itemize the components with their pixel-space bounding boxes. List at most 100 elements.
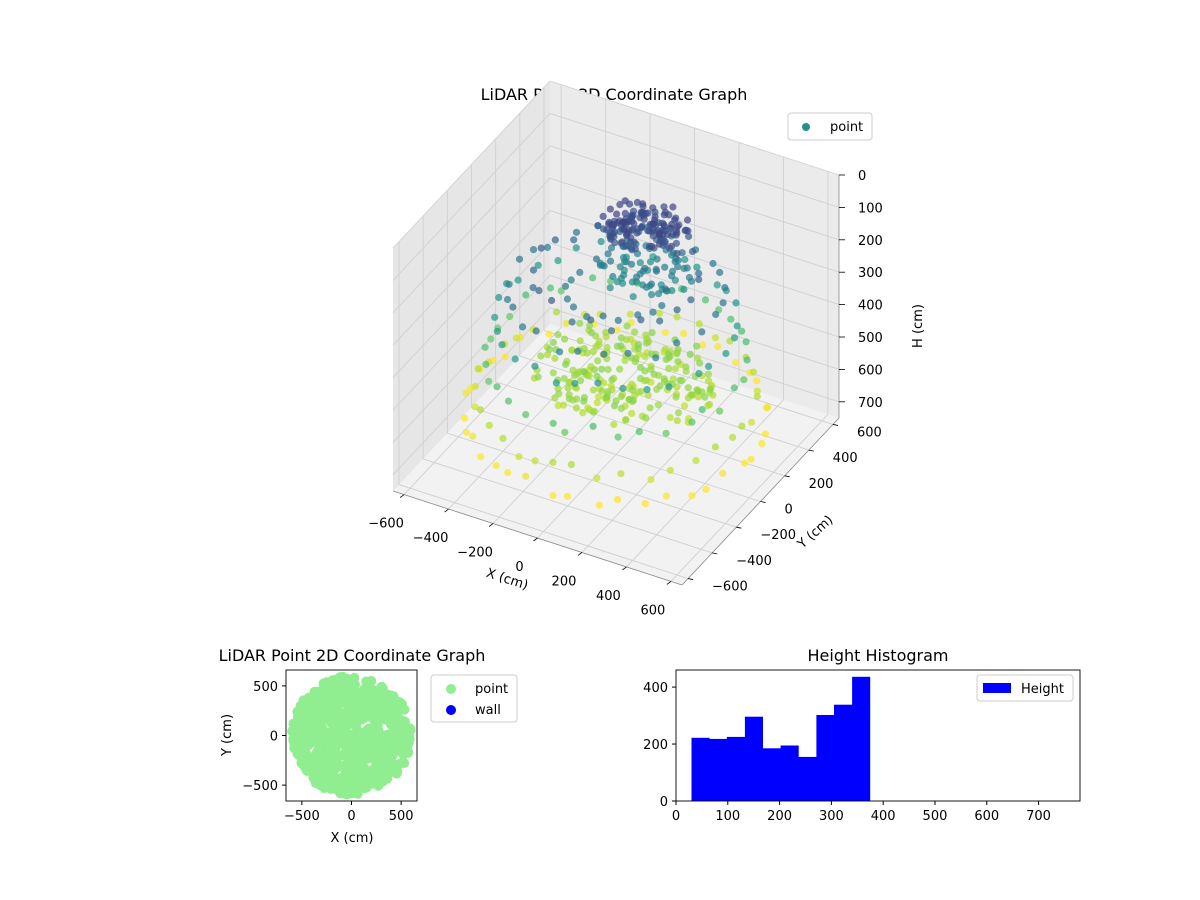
point-marker <box>593 372 601 380</box>
point-marker <box>699 341 707 349</box>
point-marker <box>617 392 625 401</box>
point-marker <box>368 764 379 775</box>
gridline-side-z <box>392 177 551 346</box>
histogram-bar <box>691 737 710 801</box>
histogram-frame <box>675 669 1081 802</box>
point-marker <box>340 716 351 727</box>
point-marker <box>705 362 713 370</box>
point-marker <box>639 200 647 208</box>
point-marker <box>701 393 709 401</box>
point-marker <box>716 407 724 415</box>
point-marker <box>648 291 656 299</box>
point-marker <box>627 260 636 268</box>
point-marker <box>656 309 664 317</box>
point-marker <box>761 430 770 438</box>
z-tick-label: 100 <box>858 201 883 216</box>
point-marker <box>655 290 663 298</box>
x-tick <box>488 523 494 527</box>
x-tick-label: 500 <box>389 809 414 824</box>
point-marker <box>662 429 670 437</box>
chart-2d-legend-point-label: point <box>475 682 508 697</box>
point-marker <box>387 727 398 738</box>
point-marker <box>688 247 697 256</box>
point-marker <box>595 501 604 509</box>
point-marker <box>331 754 342 765</box>
point-marker <box>319 699 330 710</box>
point-marker <box>545 345 554 353</box>
point-marker <box>363 726 374 736</box>
point-marker <box>753 392 761 400</box>
point-marker <box>469 432 477 440</box>
gridline-floor-y <box>447 432 737 528</box>
point-marker <box>471 403 479 411</box>
point-marker <box>576 268 584 276</box>
point-marker <box>356 747 367 758</box>
point-marker <box>515 255 524 263</box>
point-marker <box>567 276 575 284</box>
point-marker <box>727 315 735 323</box>
point-marker <box>613 342 622 350</box>
point-marker <box>616 365 624 373</box>
chart-2d-y-axis-label: Y (cm) <box>220 714 235 757</box>
point-marker <box>537 244 545 252</box>
point-marker <box>358 761 369 772</box>
y-tick-label: 600 <box>857 425 882 440</box>
point-marker <box>649 226 658 234</box>
y-tick <box>736 526 742 529</box>
point-marker <box>673 313 681 321</box>
chart-3d-z-axis-label: H (cm) <box>911 304 926 348</box>
point-marker <box>552 379 560 387</box>
point-marker <box>471 382 479 390</box>
point-marker <box>665 211 673 219</box>
point-marker <box>554 402 562 410</box>
point-marker <box>501 353 509 361</box>
point-marker <box>614 316 622 324</box>
point-marker <box>326 680 337 691</box>
point-marker <box>600 262 608 270</box>
point-marker <box>646 258 655 266</box>
point-marker <box>680 329 688 338</box>
gridline-back-z <box>549 274 840 370</box>
point-marker <box>565 395 573 403</box>
chart-2d-legend-wall-marker <box>446 705 456 715</box>
point-marker <box>747 455 755 463</box>
point-marker <box>570 371 579 380</box>
point-marker <box>682 367 690 375</box>
point-marker <box>730 384 738 392</box>
point-marker <box>741 459 749 467</box>
point-marker <box>548 296 556 305</box>
point-marker <box>764 403 772 411</box>
point-marker <box>570 236 578 244</box>
point-marker <box>748 418 756 426</box>
x-tick-label: −200 <box>457 546 493 561</box>
point-marker <box>589 408 597 416</box>
point-marker <box>462 428 470 436</box>
point-marker <box>576 337 584 345</box>
point-marker <box>579 409 587 417</box>
point-marker <box>310 778 321 789</box>
point-marker <box>665 364 673 373</box>
point-marker <box>673 222 682 231</box>
y-tick <box>784 475 790 478</box>
point-marker <box>505 280 513 288</box>
x-tick <box>666 581 672 585</box>
point-marker <box>662 355 670 363</box>
chart-3d-axes: −600 −400 −200 0 200 400 600 −600 −400 −200 0 200 40… <box>368 169 883 618</box>
point-marker <box>328 694 339 705</box>
point-marker <box>474 365 482 373</box>
point-marker <box>711 334 720 342</box>
point-marker <box>293 711 303 722</box>
point-marker <box>620 271 628 279</box>
point-marker <box>364 747 374 758</box>
point-marker <box>655 240 664 248</box>
point-marker <box>571 379 579 388</box>
x-tick-label: 200 <box>552 574 577 589</box>
point-marker <box>335 776 346 787</box>
point-marker <box>712 310 720 319</box>
point-marker <box>607 234 615 242</box>
point-marker <box>692 457 700 465</box>
point-marker <box>532 327 540 335</box>
point-marker <box>693 342 701 350</box>
point-marker <box>648 329 656 337</box>
point-marker <box>559 401 568 409</box>
